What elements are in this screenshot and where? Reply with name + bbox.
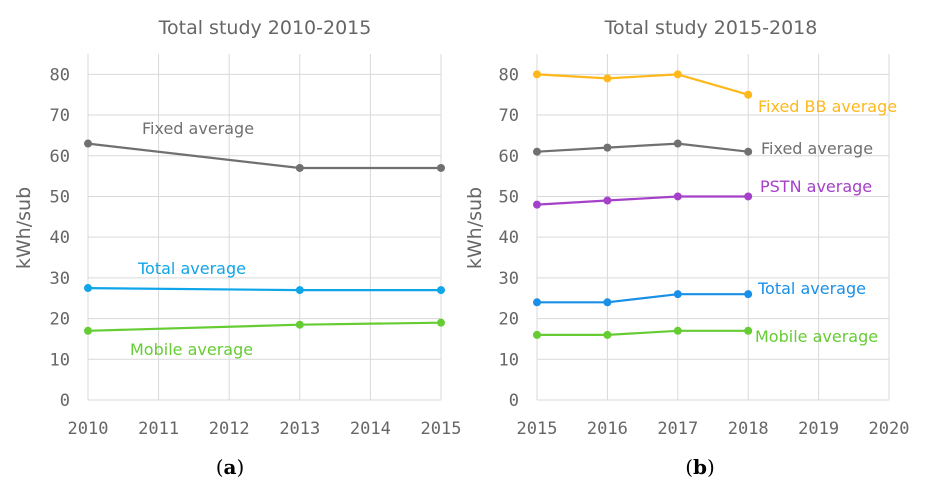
data-point-total-average — [744, 290, 753, 299]
caption-open-paren: ( — [216, 455, 224, 479]
x-tick-label: 2014 — [350, 419, 391, 439]
data-point-pstn-average — [603, 196, 612, 205]
data-point-mobile-average — [673, 326, 682, 335]
x-tick-label: 2017 — [657, 419, 698, 439]
series-label-total-average: Total average — [137, 259, 246, 278]
data-point-pstn-average — [533, 200, 541, 209]
data-point-fixed-average — [84, 139, 92, 148]
data-point-fixed-bb-average — [744, 90, 753, 99]
series-line-total-average — [537, 293, 749, 304]
y-tick-label: 70 — [50, 106, 70, 126]
x-tick-label: 2015 — [517, 419, 558, 439]
data-point-mobile-average — [84, 326, 92, 335]
y-tick-label: 80 — [499, 65, 519, 85]
y-tick-label: 80 — [50, 65, 70, 85]
data-point-total-average — [437, 286, 445, 295]
data-point-mobile-average — [533, 330, 541, 339]
data-point-fixed-bb-average — [673, 70, 682, 79]
data-point-total-average — [84, 284, 92, 293]
y-tick-label: 0 — [60, 391, 70, 411]
data-point-fixed-average — [295, 163, 304, 172]
series-line-total-average — [87, 287, 441, 292]
series-line-mobile-average — [537, 329, 749, 336]
caption-letter: a — [224, 455, 237, 479]
y-axis-label: kWh/sub — [13, 187, 35, 269]
data-point-total-average — [295, 286, 304, 295]
x-tick-label: 2010 — [68, 419, 109, 439]
y-tick-label: 10 — [499, 350, 519, 370]
y-tick-label: 60 — [50, 147, 70, 167]
series-label-fixed-average: Fixed average — [142, 119, 254, 138]
data-point-fixed-average — [673, 139, 682, 148]
series-line-pstn-average — [536, 195, 749, 206]
y-tick-label: 70 — [499, 106, 519, 126]
y-tick-label: 50 — [50, 187, 70, 207]
x-tick-label: 2018 — [728, 419, 769, 439]
series-label-fixed-bb-average: Fixed BB average — [758, 97, 897, 116]
series-line-fixed-bb-average — [536, 73, 749, 96]
data-point-fixed-average — [533, 147, 541, 156]
y-tick-label: 30 — [499, 269, 519, 289]
caption-letter: b — [693, 455, 707, 479]
data-point-mobile-average — [437, 318, 445, 327]
y-tick-label: 40 — [499, 228, 519, 248]
data-point-pstn-average — [744, 192, 753, 201]
caption-close-paren: ) — [707, 455, 715, 479]
data-point-fixed-average — [603, 143, 612, 152]
data-point-fixed-average — [437, 163, 445, 172]
series-label-fixed-average: Fixed average — [761, 139, 873, 158]
x-tick-label: 2020 — [869, 419, 910, 439]
x-tick-label: 2015 — [421, 419, 462, 439]
y-axis-label: kWh/sub — [464, 187, 486, 269]
x-tick-label: 2016 — [587, 419, 628, 439]
y-tick-label: 50 — [499, 187, 519, 207]
panel-caption: (a) — [216, 455, 245, 479]
data-point-mobile-average — [295, 320, 304, 329]
data-point-mobile-average — [603, 330, 612, 339]
chart-title: Total study 2010-2015 — [158, 17, 372, 39]
y-tick-label: 30 — [50, 269, 70, 289]
y-tick-label: 0 — [509, 391, 519, 411]
caption-close-paren: ) — [236, 455, 244, 479]
y-tick-label: 10 — [50, 350, 70, 370]
x-tick-label: 2012 — [209, 419, 250, 439]
series-label-total-average: Total average — [757, 279, 866, 298]
data-point-total-average — [533, 298, 541, 307]
series-label-mobile-average: Mobile average — [755, 327, 878, 346]
y-tick-label: 40 — [50, 228, 70, 248]
caption-open-paren: ( — [685, 455, 693, 479]
data-point-total-average — [603, 298, 612, 307]
x-tick-label: 2019 — [798, 419, 839, 439]
y-tick-label: 20 — [50, 310, 70, 330]
series-line-mobile-average — [87, 321, 442, 332]
y-tick-label: 60 — [499, 147, 519, 167]
data-point-total-average — [673, 290, 682, 299]
data-point-fixed-average — [744, 147, 753, 156]
series-line-fixed-average — [536, 142, 749, 153]
data-point-pstn-average — [673, 192, 682, 201]
x-tick-label: 2011 — [138, 419, 179, 439]
data-point-fixed-bb-average — [533, 70, 541, 79]
series-label-mobile-average: Mobile average — [130, 340, 253, 359]
y-tick-label: 20 — [499, 310, 519, 330]
panel-caption: (b) — [685, 455, 715, 479]
series-label-pstn-average: PSTN average — [760, 177, 872, 196]
data-point-mobile-average — [744, 326, 753, 335]
chart-title: Total study 2015-2018 — [604, 17, 818, 39]
x-tick-label: 2013 — [279, 419, 320, 439]
chart-panel-b: Total study 2015-2018 kWh/sub 2015 2016 2017… — [464, 17, 909, 479]
data-point-fixed-bb-average — [603, 74, 612, 83]
